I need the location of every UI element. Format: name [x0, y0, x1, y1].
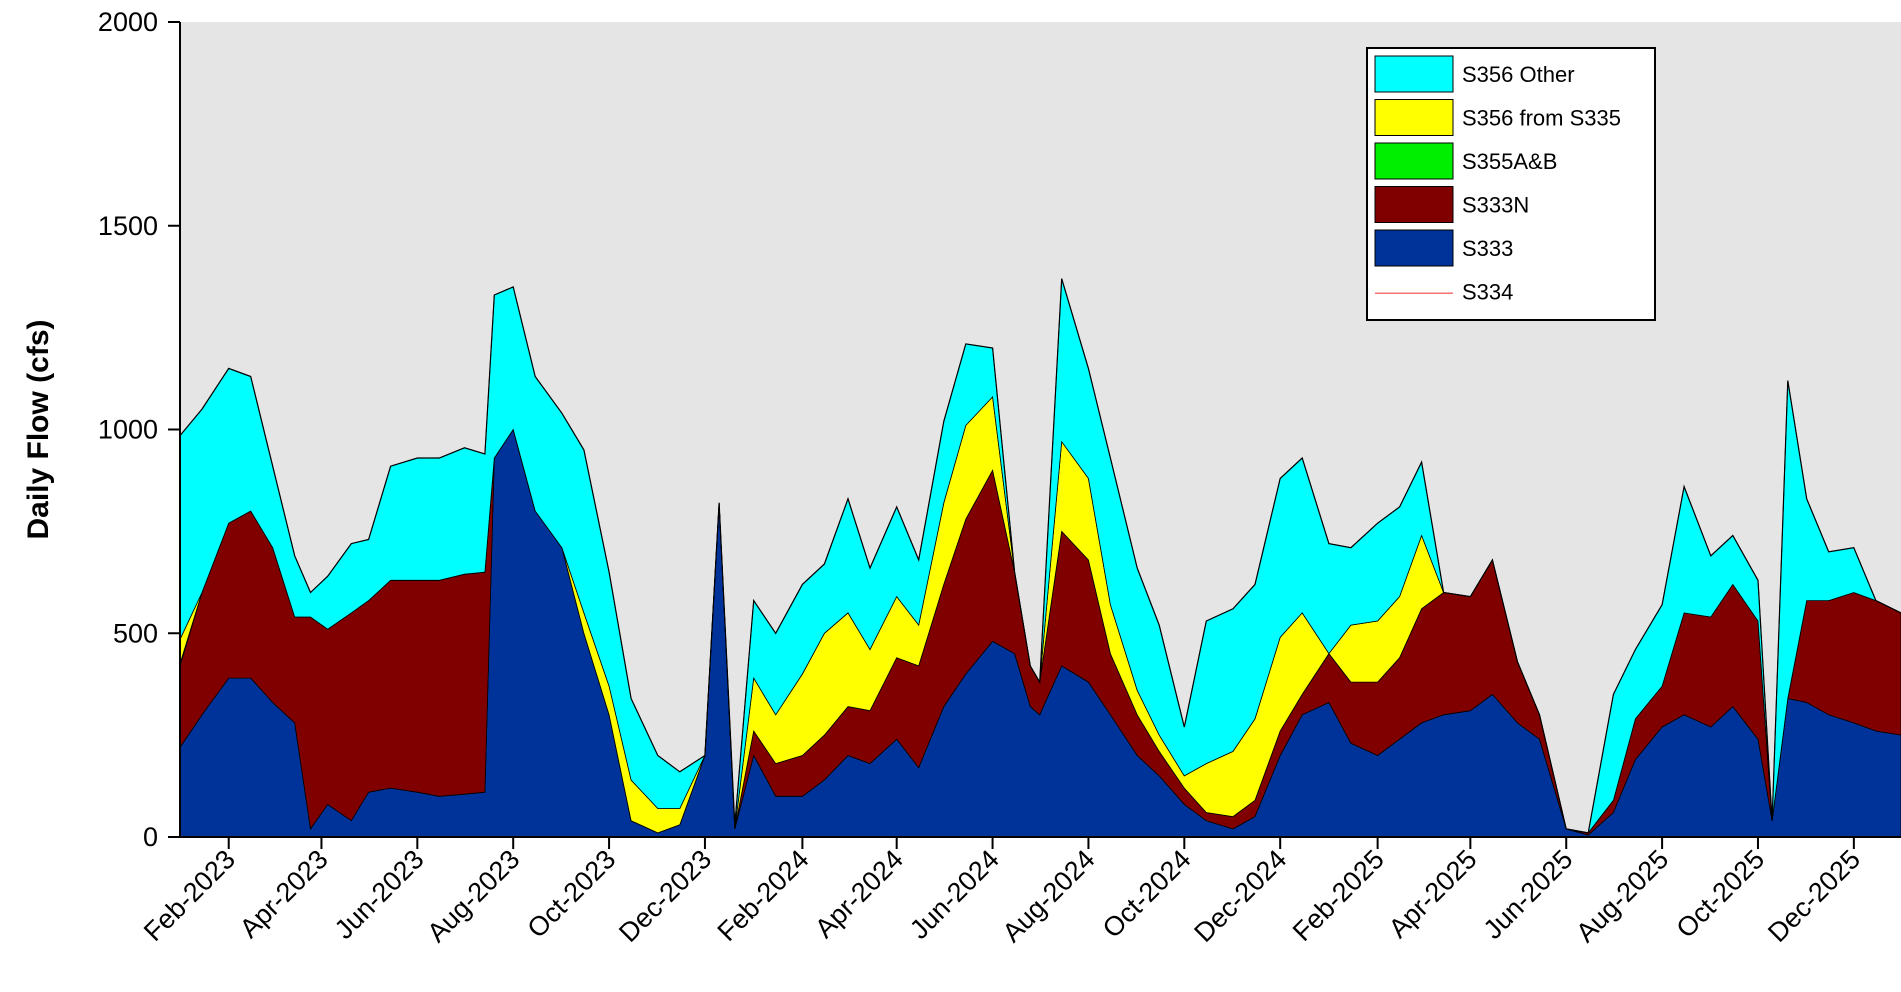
- y-tick-label: 1000: [98, 415, 158, 445]
- legend-label: S333: [1462, 236, 1513, 261]
- x-tick-label: Dec-2024: [1188, 844, 1292, 948]
- x-tick-label: Dec-2023: [613, 844, 717, 948]
- y-tick-label: 2000: [98, 7, 158, 37]
- y-axis-title: Daily Flow (cfs): [22, 319, 55, 539]
- y-tick-label: 0: [143, 822, 158, 852]
- legend-swatch: [1374, 186, 1454, 223]
- legend-swatch: [1374, 142, 1454, 180]
- y-tick-label: 500: [113, 618, 158, 648]
- legend-swatch: [1374, 229, 1454, 267]
- total-flow-line: [179, 278, 1901, 834]
- x-tick-label: Oct-2025: [1670, 844, 1770, 944]
- x-tick-label: Jun-2024: [904, 844, 1005, 945]
- x-tick-label: Apr-2023: [234, 844, 334, 944]
- x-tick-label: Aug-2024: [997, 844, 1101, 948]
- legend-label: S356 Other: [1462, 62, 1575, 87]
- x-tick-label: Aug-2023: [421, 844, 525, 948]
- legend-swatch: [1374, 99, 1454, 136]
- x-tick-label: Jun-2025: [1478, 844, 1579, 945]
- legend: S356 Other S356 from S335 S355A&B S333N S333…: [1366, 47, 1656, 321]
- x-tick-label: Feb-2024: [712, 844, 815, 947]
- x-tick-label: Dec-2025: [1762, 844, 1866, 948]
- legend-label: S355A&B: [1462, 149, 1557, 174]
- x-ticks: Feb-2023Apr-2023Jun-2023Aug-2023Oct-2023…: [138, 837, 1866, 948]
- x-tick-label: Apr-2025: [1383, 844, 1483, 944]
- y-tick-label: 1500: [98, 211, 158, 241]
- legend-box: [1366, 47, 1656, 321]
- legend-label: S334: [1462, 280, 1513, 305]
- x-tick-label: Feb-2023: [138, 844, 241, 947]
- x-tick-label: Jun-2023: [329, 844, 430, 945]
- x-tick-label: Apr-2024: [809, 844, 909, 944]
- legend-label: S333N: [1462, 193, 1529, 218]
- x-tick-label: Feb-2025: [1287, 844, 1390, 947]
- legend-label: S356 from S335: [1462, 106, 1621, 131]
- legend-swatch: [1374, 55, 1454, 93]
- y-ticks: 0 500 1000 1500 2000: [98, 7, 180, 852]
- x-tick-label: Oct-2023: [522, 844, 622, 944]
- x-tick-label: Aug-2025: [1570, 844, 1674, 948]
- x-tick-label: Oct-2024: [1097, 844, 1197, 944]
